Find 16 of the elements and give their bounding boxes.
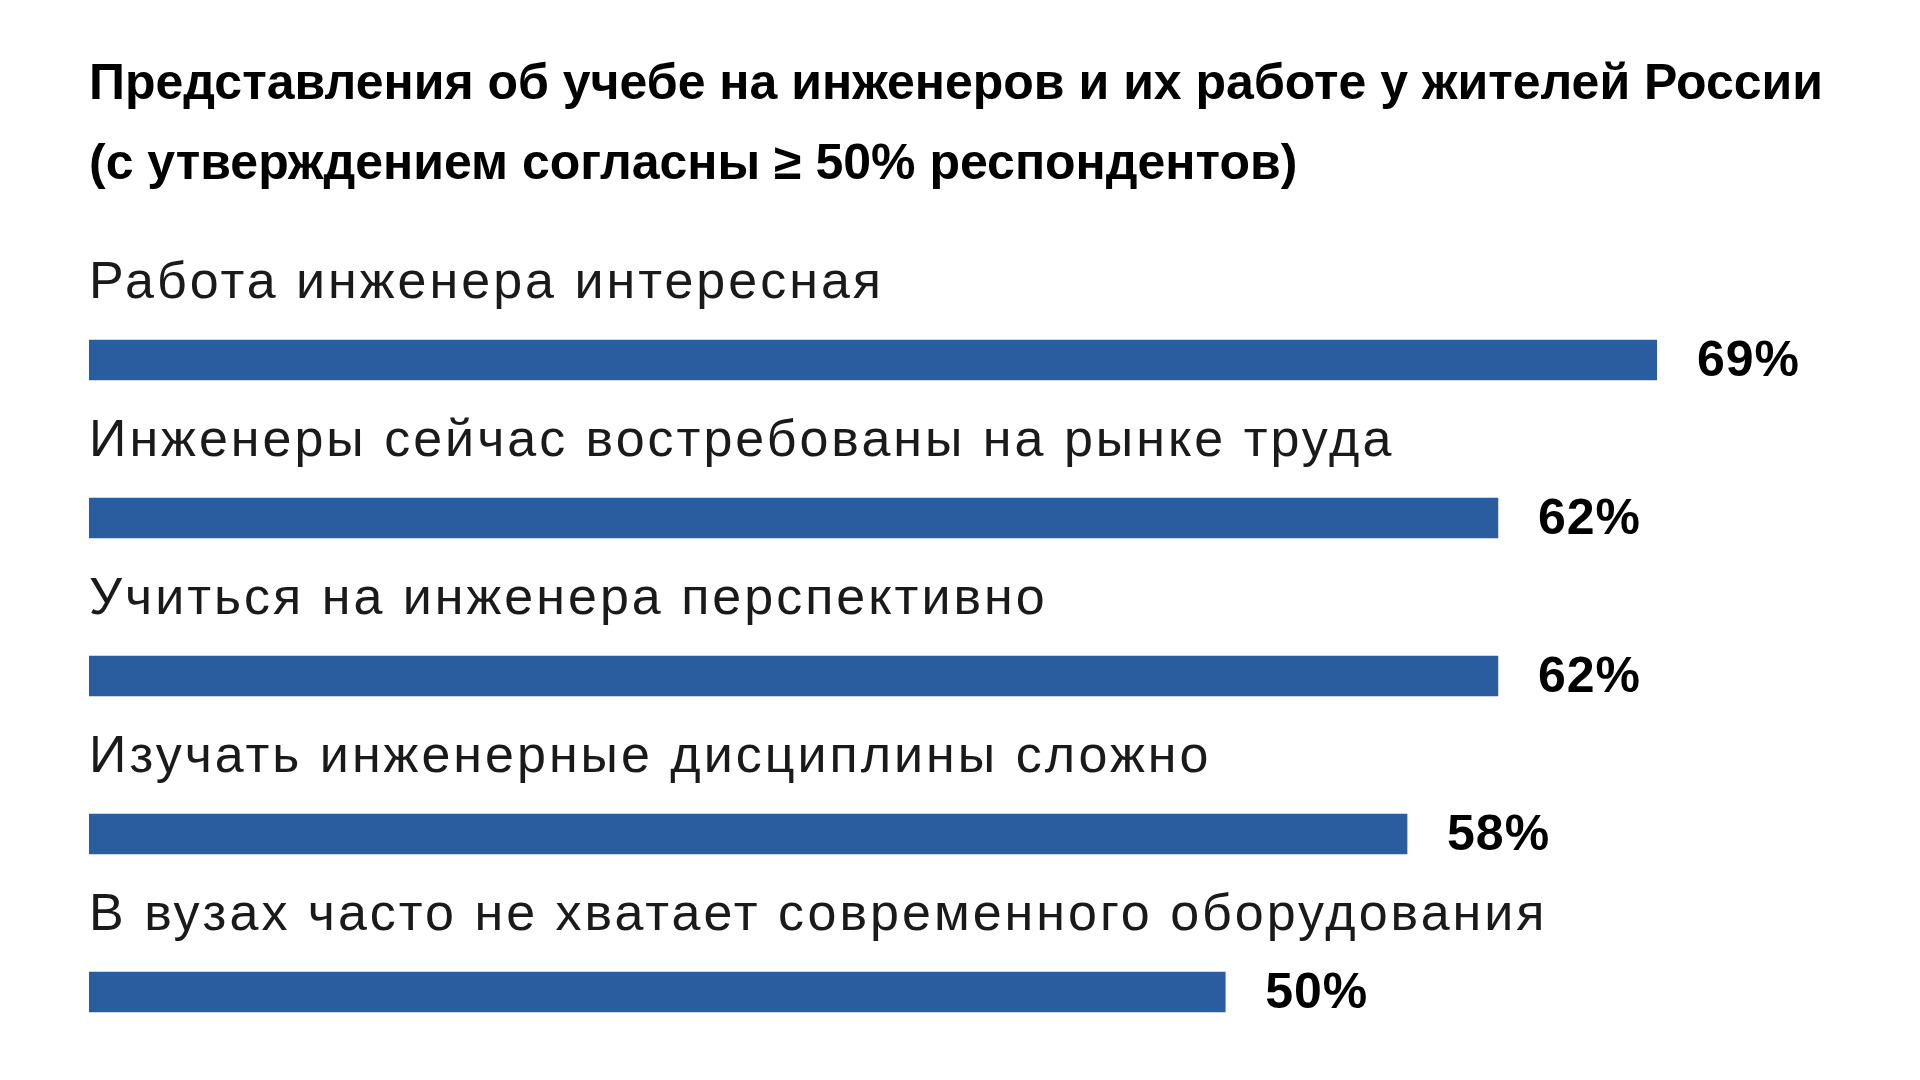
data-label: 58% xyxy=(1447,804,1551,861)
bar xyxy=(89,813,1408,855)
data-label: 50% xyxy=(1265,962,1369,1019)
bar xyxy=(89,339,1657,381)
data-label: 62% xyxy=(1537,646,1642,703)
y-tick-label: Инженеры сейчас востребованы на рынке труда xyxy=(89,409,1395,468)
y-tick-label: Изучать инженерные дисциплины сложно xyxy=(89,725,1212,784)
bar xyxy=(89,655,1499,697)
y-tick-label: Учиться на инженера перспективно xyxy=(89,567,1048,626)
y-tick-label: В вузах часто не хватает современного оборудования xyxy=(89,883,1548,942)
y-tick-label: Работа инженера интересная xyxy=(89,251,884,310)
data-label: 62% xyxy=(1537,488,1642,545)
data-label: 69% xyxy=(1697,330,1801,387)
bar xyxy=(89,497,1499,539)
bar xyxy=(89,971,1226,1013)
chart-title: Представления об учебе на инженеров и их работе у жителей России (с утверждением согласны ≥ 50% респондентов) xyxy=(89,53,1825,192)
